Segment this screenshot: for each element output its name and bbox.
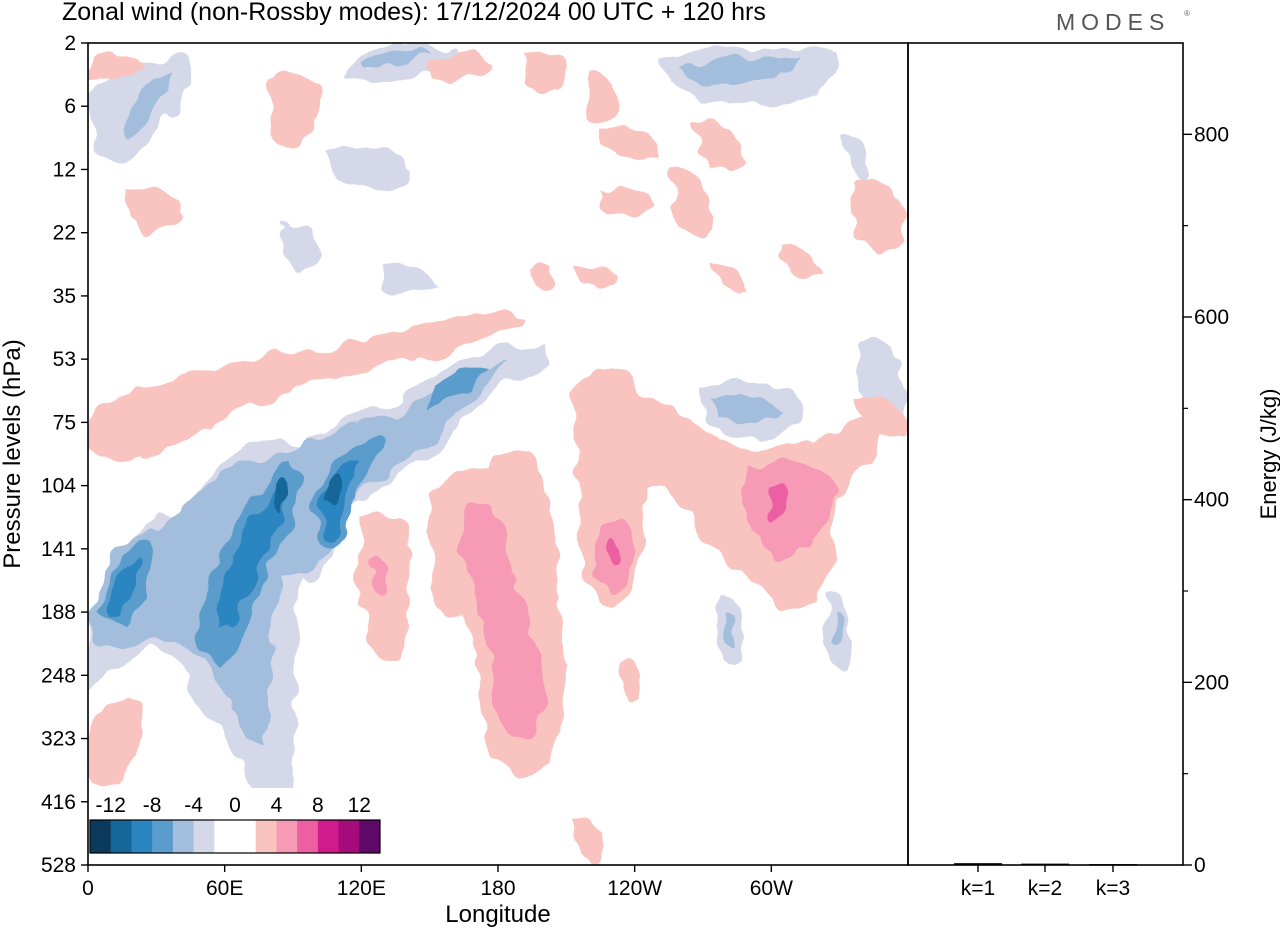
energy-category-label: k=3 — [1096, 877, 1130, 900]
pos-region-160E — [359, 511, 412, 663]
colorbar-frame — [89, 819, 381, 854]
neg-region-top-right-inner — [680, 56, 800, 85]
colorbar-swatch — [317, 820, 340, 853]
y-tick-label: 528 — [41, 854, 76, 877]
pos-region-far-right-band — [855, 395, 905, 440]
colorbar-swatch — [110, 820, 132, 853]
neg-region-upper-mid — [330, 146, 410, 191]
colorbar-tick-label: 4 — [271, 794, 283, 817]
energy-y-tick-label: 0 — [1194, 854, 1206, 877]
pos-region-small-mid — [530, 248, 823, 293]
pos-region-upper-2 — [430, 51, 570, 91]
colorbar-tick-label: 0 — [229, 794, 241, 817]
neg-region-upper-left-inner — [120, 70, 171, 135]
colorbar-swatch — [235, 820, 257, 853]
energy-y-tick-label: 600 — [1194, 306, 1229, 329]
energy-y-tick-label: 400 — [1194, 489, 1229, 512]
neg-region-jet-outer — [88, 345, 545, 803]
y-tick-label: 6 — [64, 95, 76, 118]
contour-field — [88, 43, 906, 861]
registered-mark: ® — [1184, 9, 1190, 18]
pos-region-mid-band — [88, 313, 525, 461]
neg-region-top-mid-inner — [360, 50, 430, 68]
colorbar-swatch — [297, 820, 319, 853]
pos-region-upper-6 — [125, 185, 655, 233]
energy-category-label: k=1 — [961, 877, 995, 900]
energy-y-tick-label: 200 — [1194, 671, 1229, 694]
energy-axes: 0 200 400 600 800 k=1 k=2 k=3 — [961, 123, 1229, 900]
y-tick-label: 35 — [53, 285, 76, 308]
y-tick-label: 75 — [53, 411, 76, 434]
x-tick-label: 60E — [206, 877, 243, 900]
pos-region-right-band — [570, 367, 884, 610]
colorbar-swatch — [255, 820, 277, 853]
energy-bars — [954, 863, 1137, 866]
pos-region-upper-1 — [267, 75, 320, 146]
colorbar-tick-label: -8 — [143, 794, 162, 817]
pos-region-160E-inner — [372, 555, 386, 599]
y-tick-label: 2 — [64, 32, 76, 55]
pos-region-115W-core — [606, 543, 622, 571]
pos-region-180-inner — [460, 505, 546, 740]
pos-region-60W-core — [768, 485, 785, 524]
x-tick-label: 180 — [480, 877, 515, 900]
neg-region-right-mid-inner — [710, 394, 780, 423]
pos-region-bottom — [575, 658, 641, 861]
neg-region-far-right — [845, 137, 905, 419]
colorbar-swatch — [152, 820, 174, 853]
y-tick-label: 104 — [41, 475, 76, 498]
x-tick-label: 0 — [82, 877, 94, 900]
colorbar-swatch — [90, 820, 112, 853]
y-axis-label: Pressure levels (hPa) — [0, 339, 26, 568]
neg-region-jet-mid — [92, 365, 510, 745]
neg-region-small-2 — [380, 263, 440, 295]
pos-region-left-low — [88, 696, 143, 789]
energy-bar — [1021, 863, 1069, 866]
y-tick-label: 323 — [41, 728, 76, 751]
y-tick-label: 188 — [41, 601, 76, 624]
colorbar-tick-label: -4 — [184, 794, 203, 817]
x-tick-label: 120W — [607, 877, 662, 900]
energy-bar — [954, 863, 1002, 865]
pos-region-upper-4 — [670, 116, 745, 238]
colorbar-tick-label: -12 — [96, 794, 126, 817]
colorbar-tick-label: 12 — [348, 794, 371, 817]
colorbar-swatch — [276, 820, 298, 853]
chart-title: Zonal wind (non-Rossby modes): 17/12/202… — [62, 0, 766, 26]
y-tick-label: 416 — [41, 791, 76, 814]
x-tick-label: 60W — [750, 877, 793, 900]
energy-bar — [1089, 864, 1137, 866]
energy-category-label: k=2 — [1028, 877, 1062, 900]
pos-region-upper-3 — [585, 76, 660, 161]
neg-region-jet-max — [272, 473, 343, 511]
colorbar-swatch — [359, 820, 381, 853]
colorbar: -12 -8 -4 0 4 8 12 — [88, 788, 382, 855]
modes-logo: MODES — [1056, 9, 1171, 35]
x-axis-label: Longitude — [445, 901, 550, 928]
energy-panel-frame — [907, 42, 1184, 866]
colorbar-tick-label: 8 — [312, 794, 324, 817]
y-tick-label: 53 — [53, 348, 76, 371]
colorbar-swatch — [131, 820, 153, 853]
colorbar-swatch — [172, 820, 195, 853]
neg-region-low-right — [718, 593, 851, 672]
pos-region-upper-5 — [850, 177, 906, 253]
colorbar-swatch — [214, 820, 236, 853]
y-tick-label: 248 — [41, 664, 76, 687]
energy-axis-label: Energy (J/kg) — [1256, 389, 1280, 520]
pos-region-60W-inner — [742, 463, 834, 566]
colorbar-swatch — [193, 820, 215, 853]
pos-region-upper-left — [88, 54, 150, 82]
main-axes: 0 60E 120E 180 120W 60W 2 6 12 22 35 53 75 104 141 188 2… — [41, 32, 793, 900]
y-tick-label: 12 — [53, 158, 76, 181]
neg-region-jet-inner — [100, 367, 490, 665]
x-tick-label: 120E — [337, 877, 386, 900]
y-tick-label: 22 — [53, 222, 76, 245]
y-tick-label: 141 — [41, 538, 76, 561]
neg-region-top-mid — [345, 43, 457, 82]
energy-y-tick-label: 800 — [1194, 123, 1229, 146]
colorbar-swatch — [338, 820, 360, 853]
neg-region-small-1 — [285, 221, 325, 275]
